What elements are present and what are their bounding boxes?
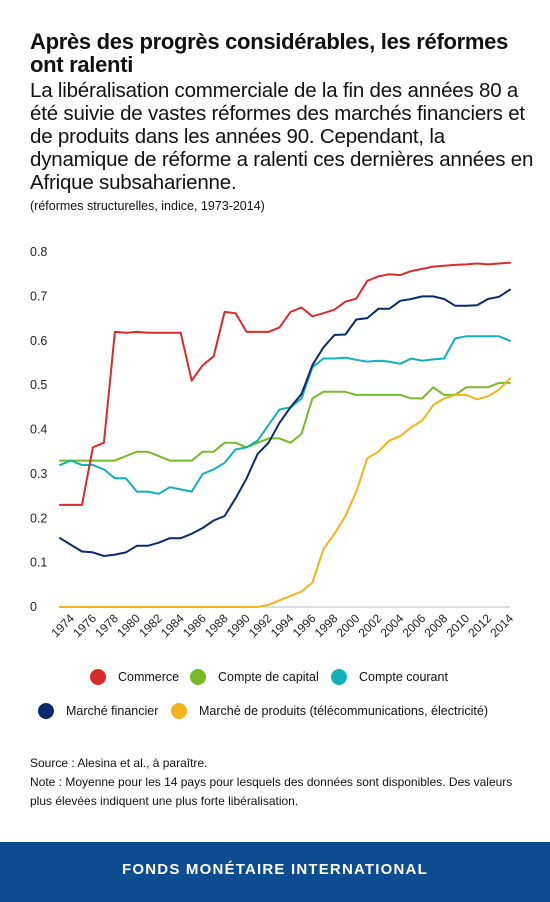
- y-tick-label: 0.2: [30, 511, 47, 525]
- x-tick-label: 1976: [70, 611, 99, 640]
- legend-item-commerce: Commerce: [90, 669, 179, 685]
- y-tick-label: 0.8: [30, 245, 47, 259]
- y-tick-label: 0.1: [30, 556, 47, 570]
- x-tick-label: 1980: [114, 611, 143, 640]
- x-tick-label: 1984: [158, 611, 187, 640]
- x-tick-label: 1990: [224, 611, 253, 640]
- legend-swatch-commerce: [90, 669, 106, 685]
- x-tick-label: 2014: [487, 611, 516, 640]
- y-tick-label: 0.7: [30, 289, 47, 303]
- x-tick-label: 2002: [356, 611, 385, 640]
- x-tick-label: 1992: [246, 611, 275, 640]
- x-tick-label: 1978: [92, 611, 121, 640]
- chart-units: (réformes structurelles, indice, 1973-20…: [30, 199, 265, 213]
- x-tick-label: 1974: [48, 611, 77, 640]
- x-tick-label: 2004: [378, 611, 407, 640]
- series-line-marche-financier: [59, 288, 511, 557]
- series-line-compte-courant: [59, 335, 511, 495]
- y-tick-label: 0.5: [30, 378, 47, 392]
- x-tick-label: 1982: [136, 611, 165, 640]
- series-line-marche-de-produits-telecommunications-electricite: [59, 377, 511, 608]
- series-line-compte-de-capital: [59, 381, 511, 462]
- source-notes: Source : Alesina et al., à paraître. Not…: [30, 754, 530, 811]
- legend-swatch-marche-financier: [38, 703, 54, 719]
- x-tick-label: 2008: [421, 611, 450, 640]
- legend-item-compte-courant: Compte courant: [331, 669, 448, 685]
- legend-label-marche-de-produits: Marché de produits (télécommunications, …: [199, 704, 489, 718]
- footer-label: FONDS MONÉTAIRE INTERNATIONAL: [122, 861, 428, 878]
- line-chart: 00.10.20.30.40.50.60.70.8197419761978198…: [30, 245, 516, 640]
- x-tick-label: 2010: [443, 611, 472, 640]
- x-tick-label: 1986: [180, 611, 209, 640]
- legend-item-marche-financier: Marché financier: [38, 703, 158, 719]
- chart-title: Après des progrès considérables, les réf…: [30, 29, 509, 77]
- note-text: Note : Moyenne pour les 14 pays pour les…: [30, 775, 513, 808]
- source-text: Source : Alesina et al., à paraître.: [30, 756, 208, 770]
- footer-bar: FONDS MONÉTAIRE INTERNATIONAL: [0, 842, 550, 902]
- legend-label-compte-courant: Compte courant: [359, 670, 448, 684]
- legend-swatch-marche-de-produits: [171, 703, 187, 719]
- legend-label-marche-financier: Marché financier: [66, 704, 159, 718]
- series-line-commerce: [59, 261, 511, 506]
- x-tick-label: 1996: [290, 611, 319, 640]
- legend-label-compte-de-capital: Compte de capital: [218, 670, 319, 684]
- chart-subtitle: La libéralisation commerciale de la fin …: [30, 79, 534, 194]
- x-tick-label: 2000: [334, 611, 363, 640]
- y-tick-label: 0.6: [30, 334, 47, 348]
- legend-swatch-compte-de-capital: [190, 669, 206, 685]
- x-tick-label: 1988: [202, 611, 231, 640]
- x-tick-label: 1998: [312, 611, 341, 640]
- y-tick-label: 0.4: [30, 423, 47, 437]
- legend-swatch-compte-courant: [331, 669, 347, 685]
- x-tick-label: 1994: [268, 611, 297, 640]
- y-tick-label: 0: [30, 600, 37, 614]
- y-tick-label: 0.3: [30, 467, 47, 481]
- legend-label-commerce: Commerce: [118, 670, 180, 684]
- x-tick-label: 2012: [465, 611, 494, 640]
- x-tick-label: 2006: [400, 611, 429, 640]
- legend-item-compte-de-capital: Compte de capital: [190, 669, 319, 685]
- legend-item-marche-de-produits: Marché de produits (télécommunications, …: [171, 703, 488, 719]
